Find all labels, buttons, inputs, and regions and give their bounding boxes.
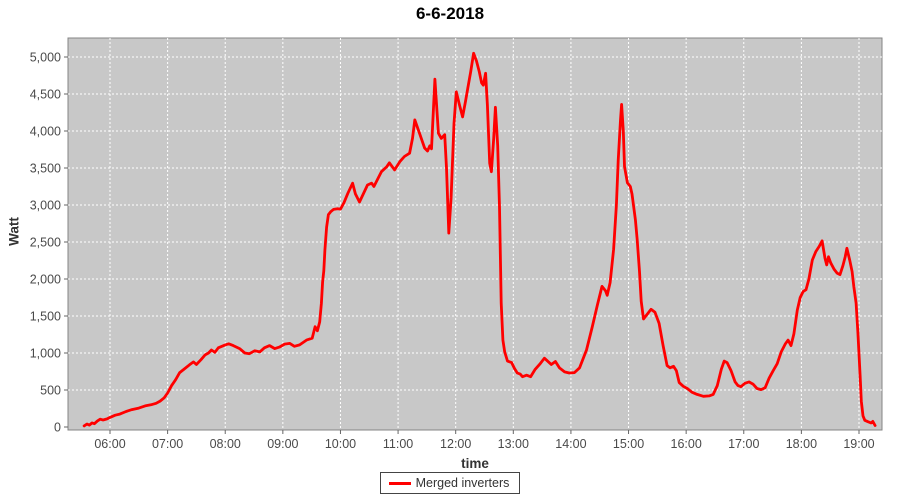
x-tick-label: 17:00 [728,437,759,451]
y-tick-label: 1,500 [30,310,61,324]
x-tick-label: 12:00 [440,437,471,451]
x-tick-label: 09:00 [267,437,298,451]
x-tick-label: 06:00 [94,437,125,451]
series-line [82,51,877,428]
x-tick-label: 07:00 [152,437,183,451]
plot-background [67,37,883,431]
y-tick-label: 1,000 [30,347,61,361]
y-tick-label: 2,000 [30,273,61,287]
x-tick-label: 15:00 [613,437,644,451]
chart-title: 6-6-2018 [415,4,485,23]
x-tick-label: 19:00 [843,437,874,451]
legend-box: Merged inverters [379,472,521,494]
legend-line-swatch [388,481,411,485]
x-tick-label: 08:00 [210,437,241,451]
x-tick-label: 11:00 [383,437,413,451]
y-tick-label: 2,500 [30,236,61,250]
x-axis-title: time [461,456,489,471]
x-tick-label: 14:00 [555,437,586,451]
x-tick-label: 18:00 [786,437,817,451]
legend: Merged inverters [0,472,900,494]
x-tick-label: 10:00 [325,437,356,451]
x-tick-label: 16:00 [671,437,702,451]
y-tick-label: 500 [40,384,61,398]
y-tick-label: 3,000 [30,199,61,213]
y-tick-label: 4,500 [30,88,61,102]
y-axis-title: Watt [6,217,22,246]
y-tick-label: 4,000 [30,125,61,139]
y-tick-label: 5,000 [30,51,61,65]
y-tick-label: 3,500 [30,162,61,176]
legend-label: Merged inverters [415,476,510,490]
x-tick-label: 13:00 [498,437,529,451]
y-tick-label: 0 [54,421,61,435]
